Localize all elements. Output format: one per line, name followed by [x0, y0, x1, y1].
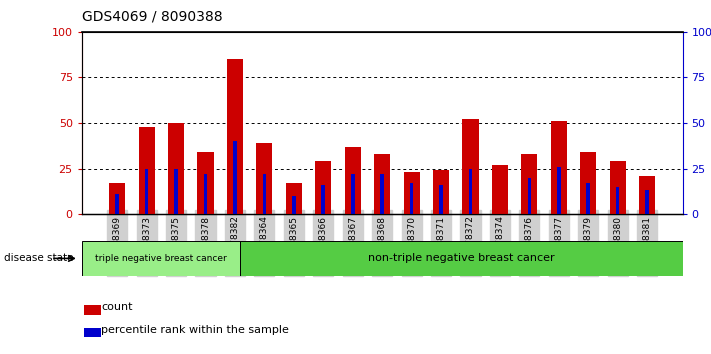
Bar: [380, 174, 384, 214]
Bar: [115, 194, 119, 214]
Bar: [646, 190, 649, 214]
Bar: [240, 241, 683, 276]
Bar: [321, 185, 325, 214]
Bar: [616, 187, 619, 214]
Bar: [351, 174, 355, 214]
Bar: [139, 127, 155, 214]
Bar: [469, 169, 472, 214]
Text: disease state: disease state: [4, 253, 73, 263]
Bar: [109, 183, 125, 214]
Bar: [433, 170, 449, 214]
Bar: [345, 147, 360, 214]
Bar: [639, 176, 656, 214]
Bar: [204, 174, 208, 214]
Bar: [256, 143, 272, 214]
Text: non-triple negative breast cancer: non-triple negative breast cancer: [368, 253, 555, 263]
Bar: [198, 152, 213, 214]
Bar: [233, 141, 237, 214]
Text: percentile rank within the sample: percentile rank within the sample: [101, 325, 289, 335]
Text: triple negative breast cancer: triple negative breast cancer: [95, 254, 227, 263]
Bar: [82, 241, 240, 276]
Bar: [227, 59, 243, 214]
Bar: [84, 305, 101, 315]
Bar: [374, 154, 390, 214]
Bar: [410, 183, 413, 214]
Bar: [292, 196, 296, 214]
Bar: [609, 161, 626, 214]
Bar: [286, 183, 302, 214]
Bar: [580, 152, 597, 214]
Text: count: count: [101, 302, 133, 312]
Bar: [521, 154, 538, 214]
Bar: [528, 178, 531, 214]
Bar: [587, 183, 590, 214]
Bar: [492, 165, 508, 214]
Bar: [174, 169, 178, 214]
Bar: [404, 172, 419, 214]
Bar: [84, 327, 101, 337]
Bar: [439, 185, 443, 214]
Bar: [315, 161, 331, 214]
Text: GDS4069 / 8090388: GDS4069 / 8090388: [82, 9, 223, 23]
Bar: [551, 121, 567, 214]
Bar: [262, 174, 266, 214]
Bar: [168, 123, 184, 214]
Bar: [462, 119, 479, 214]
Bar: [557, 167, 560, 214]
Bar: [145, 169, 149, 214]
